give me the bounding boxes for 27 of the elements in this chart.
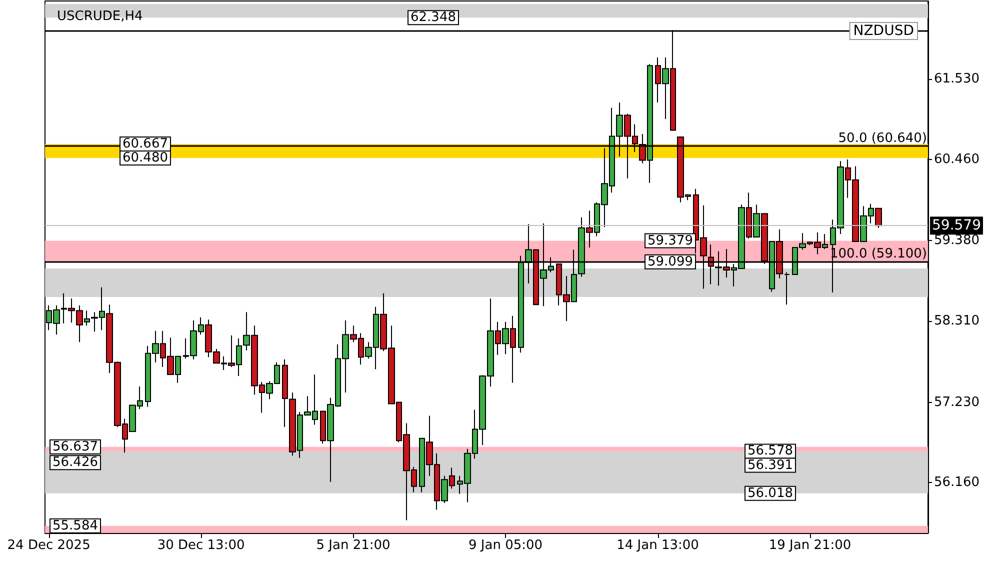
y-tick-label: 57.230 [934, 394, 980, 410]
annotation: 55.584 [52, 518, 98, 534]
annotation: 60.480 [122, 150, 168, 166]
annotation: 56.018 [748, 486, 793, 501]
x-tick-label: 30 Dec 13:00 [157, 538, 245, 553]
annotation: 60.667 [122, 136, 168, 152]
text: USCRUDE,H4 [57, 9, 143, 24]
x-tick-label: 14 Jan 13:00 [616, 538, 699, 553]
x-tick-label: 19 Jan 21:00 [768, 538, 852, 553]
annotation: 56.426 [52, 455, 98, 470]
ref-line-label: 59.579 [932, 218, 981, 234]
x-tick-label: 24 Dec 2025 [7, 538, 90, 553]
annotation: NZDUSD [853, 23, 914, 39]
annotation: 59.379 [648, 233, 693, 248]
y-tick-label: 56.160 [934, 475, 980, 490]
annotation: 56.578 [748, 444, 793, 459]
ref-line-label: 50.0 (60.640) [838, 131, 927, 146]
x-tick-label: 9 Jan 05:00 [468, 538, 543, 553]
annotation: 62.348 [410, 10, 456, 26]
annotation: 56.637 [52, 439, 98, 454]
y-tick-label: 61.530 [934, 72, 980, 87]
annotation: 56.391 [748, 458, 793, 473]
y-tick-label: 59.380 [934, 233, 980, 248]
y-tick-label: 58.310 [934, 314, 980, 329]
y-tick-label: 60.460 [934, 152, 980, 168]
annotation: 59.099 [648, 254, 693, 270]
x-tick-label: 5 Jan 21:00 [316, 538, 390, 553]
